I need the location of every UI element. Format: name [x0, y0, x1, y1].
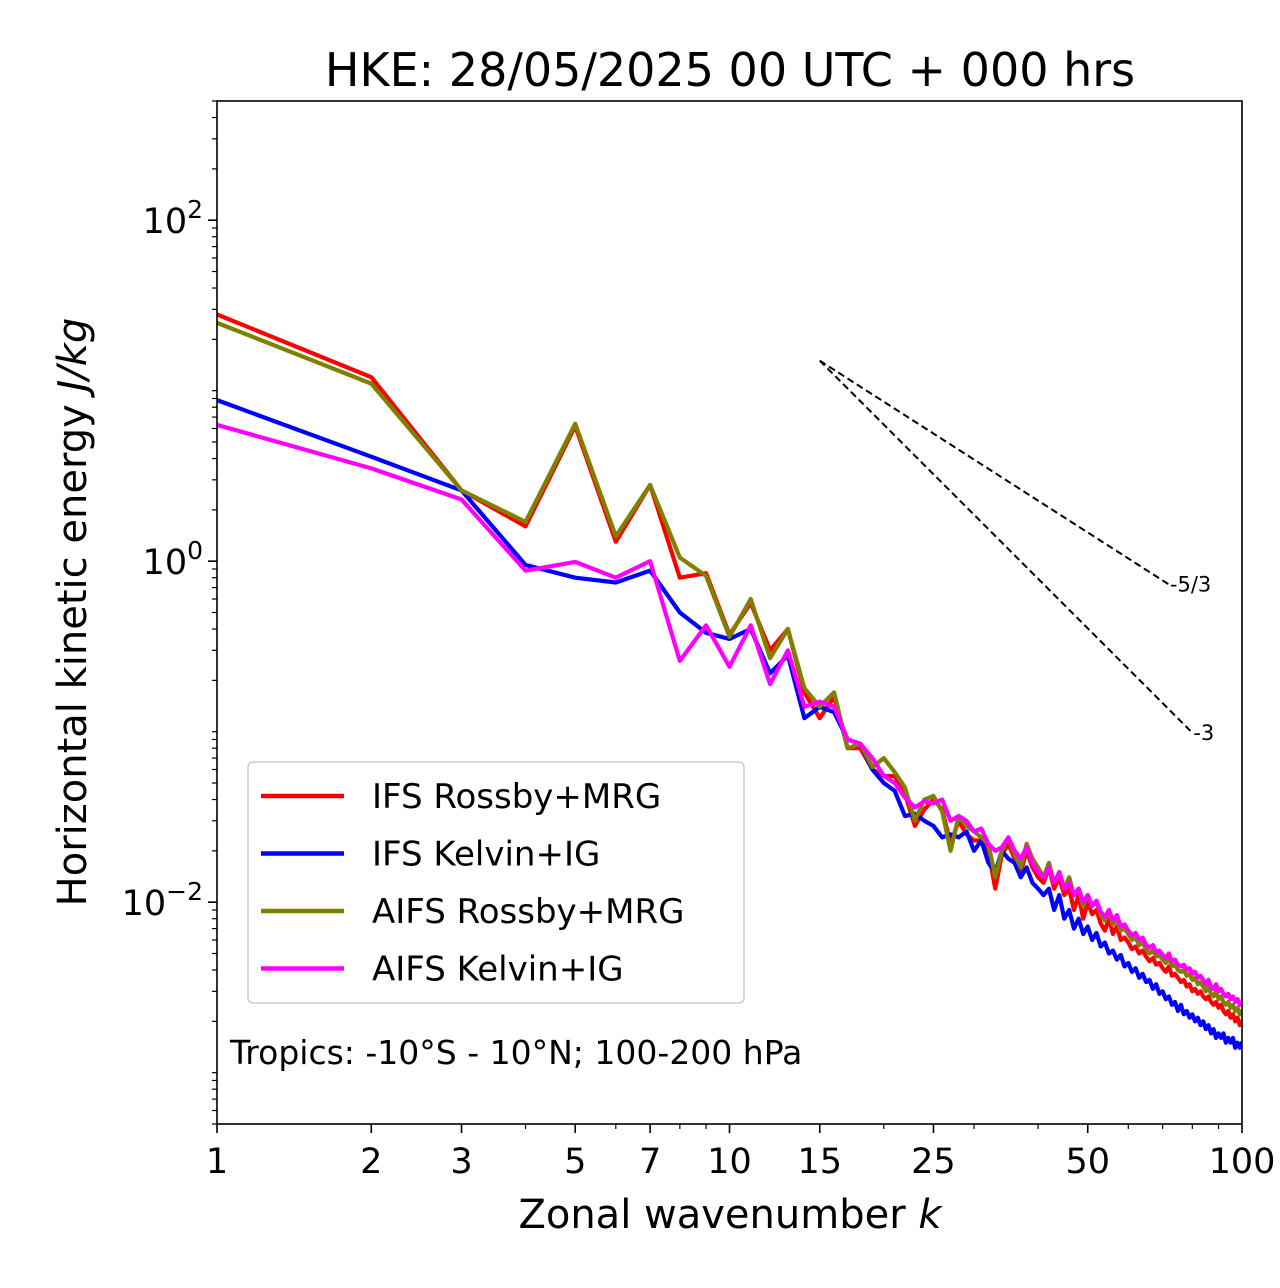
series-line-4 [217, 422, 1242, 1007]
x-tick-label: 25 [911, 1142, 956, 1182]
slope-label-1: -5/3 [1170, 572, 1211, 596]
reference-slopes: -5/3 -3 [819, 359, 1214, 745]
slope-line-1 [819, 359, 1170, 586]
y-axis-label: Horizontal kinetic energy J/kg [50, 318, 96, 907]
x-tick-label: 5 [564, 1142, 586, 1182]
region-annotation: Tropics: -10°S - 10°N; 100-200 hPa [229, 1033, 802, 1072]
legend-label-1: IFS Rossby+MRG [372, 777, 661, 817]
slope-label-2: -3 [1193, 721, 1214, 745]
legend-label-3: AIFS Rossby+MRG [372, 892, 684, 932]
x-axis-label-text: Zonal wavenumber [518, 1192, 906, 1238]
legend-box [247, 761, 745, 1004]
y-axis-label-text: Horizontal kinetic energy [50, 404, 96, 906]
legend-label-2: IFS Kelvin+IG [372, 835, 600, 875]
x-tick-label: 7 [639, 1142, 661, 1182]
x-axis-label-var: k [918, 1192, 943, 1238]
x-axis-label: Zonal wavenumber k [518, 1192, 943, 1238]
x-tick-label: 10 [707, 1142, 752, 1182]
legend: IFS Rossby+MRG IFS Kelvin+IG AIFS Rossby+M… [247, 761, 745, 1004]
legend-label-4: AIFS Kelvin+IG [372, 950, 624, 990]
y-axis-label-units: J/kg [50, 318, 96, 399]
x-tick-label: 1 [206, 1142, 228, 1182]
x-tick-label: 15 [797, 1142, 842, 1182]
x-tick-label: 3 [450, 1142, 472, 1182]
y-tick-label: 10−2 [122, 877, 203, 924]
x-tick-label: 50 [1065, 1142, 1110, 1182]
x-tick-label: 2 [360, 1142, 382, 1182]
x-axis: 1 2 3 5 7 10 15 25 50 100 [206, 1124, 1276, 1182]
y-axis: 10−2 100 102 [122, 100, 217, 1125]
chart-title: HKE: 28/05/2025 00 UTC + 000 hrs [325, 43, 1135, 97]
series-line-1 [217, 312, 1242, 1028]
series-layer [217, 312, 1242, 1050]
y-tick-label: 100 [143, 536, 203, 583]
y-tick-label: 102 [143, 195, 203, 242]
x-tick-label: 100 [1209, 1142, 1276, 1182]
